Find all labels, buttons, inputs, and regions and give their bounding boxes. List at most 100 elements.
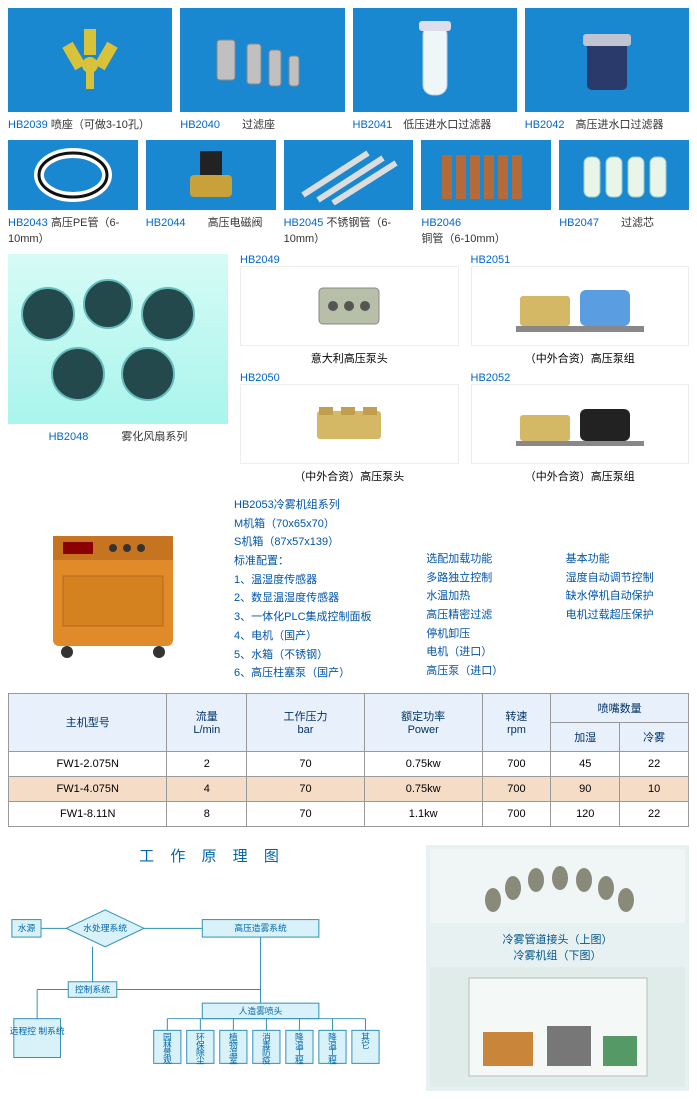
product-image <box>180 8 344 112</box>
hb2053-section: HB2053冷雾机组系列 M机箱（70x65x70） S机箱（87x57x139… <box>8 496 689 683</box>
code: HB2049 <box>240 254 280 266</box>
pump-right-column: HB2051 （中外合资）高压泵组 HB2052 （中外合资）高压泵组 <box>471 254 690 484</box>
name: 高压电磁阀 <box>208 217 263 229</box>
name: 过滤芯 <box>621 217 654 229</box>
opt-item: 停机卸压 <box>426 625 549 644</box>
table-row: FW1-8.11N8701.1kw70012022 <box>9 801 689 826</box>
product-image <box>146 140 276 210</box>
opt-item: 电机（进口） <box>426 643 549 662</box>
std-item: 3、一体化PLC集成控制面板 <box>234 608 410 627</box>
product-hb2040: HB2040 过滤座 <box>180 8 344 132</box>
name: 低压进水口过滤器 <box>403 119 491 131</box>
product-image <box>8 8 172 112</box>
base-item: 湿度自动调节控制 <box>566 569 689 588</box>
svg-text:程: 程 <box>328 1055 337 1065</box>
flow-diagram: 工 作 原 理 图 水源 水处理系统 高压造雾系统 控制系统 远程控 制系统 人… <box>8 845 416 1091</box>
cell-rpm: 700 <box>482 776 551 801</box>
code: HB2051 <box>471 254 511 266</box>
cell-model: FW1-4.075N <box>9 776 167 801</box>
base-label: 基本功能 <box>566 550 689 569</box>
svg-text:控制系统: 控制系统 <box>75 983 110 994</box>
spec-opt: 选配加载功能 多路独立控制 水温加热 高压精密过滤 停机卸压 电机（进口） 高压… <box>426 496 549 683</box>
svg-text:尘: 尘 <box>196 1055 205 1065</box>
cap2: 冷雾机组（下图） <box>514 950 602 962</box>
name: （中外合资）高压泵组 <box>525 353 635 365</box>
name: 雾化风扇系列 <box>121 431 187 443</box>
cell-humid: 90 <box>551 776 620 801</box>
pump-image <box>471 266 690 346</box>
product-hb2044: HB2044 高压电磁阀 <box>146 140 276 246</box>
code: HB2039 <box>8 119 48 131</box>
fans-image <box>8 254 228 424</box>
std-label: 标准配置： <box>234 552 410 571</box>
bottom-section: 工 作 原 理 图 水源 水处理系统 高压造雾系统 控制系统 远程控 制系统 人… <box>8 845 689 1091</box>
cell-humid: 120 <box>551 801 620 826</box>
code: HB2044 <box>146 217 186 229</box>
product-image <box>353 8 517 112</box>
diagram-title: 工 作 原 理 图 <box>8 845 416 866</box>
mbox: M机箱（70x65x70） <box>234 515 410 534</box>
cell-flow: 8 <box>167 801 247 826</box>
opt-item: 高压泵（进口） <box>426 662 549 681</box>
cell-mist: 22 <box>620 801 689 826</box>
pump-image <box>240 266 459 346</box>
code: HB2047 <box>559 217 599 229</box>
name: （中外合资）高压泵头 <box>294 471 404 483</box>
std-item: 4、电机（国产） <box>234 627 410 646</box>
pump-image <box>471 384 690 464</box>
opt-item: 高压精密过滤 <box>426 606 549 625</box>
cell-rpm: 700 <box>482 751 551 776</box>
cell-power: 0.75kw <box>364 751 482 776</box>
product-hb2041: HB2041 低压进水口过滤器 <box>353 8 517 132</box>
cell-pressure: 70 <box>247 751 365 776</box>
cell-pressure: 70 <box>247 776 365 801</box>
product-hb2046: HB2046 铜管（6-10mm） <box>421 140 551 246</box>
cell-power: 1.1kw <box>364 801 482 826</box>
base-item: 电机过载超压保护 <box>566 606 689 625</box>
product-image <box>525 8 689 112</box>
product-hb2043: HB2043 高压PE管（6-10mm） <box>8 140 138 246</box>
spec-std: HB2053冷雾机组系列 M机箱（70x65x70） S机箱（87x57x139… <box>234 496 410 683</box>
product-hb2042: HB2042 高压进水口过滤器 <box>525 8 689 132</box>
name: 过滤座 <box>242 119 275 131</box>
product-hb2045: HB2045 不锈钢管（6-10mm） <box>284 140 414 246</box>
name: 喷座（可做3-10孔） <box>51 119 150 131</box>
code: HB2046 <box>421 217 461 229</box>
code: HB2052 <box>471 372 511 384</box>
table-row: FW1-4.075N4700.75kw7009010 <box>9 776 689 801</box>
code: HB2043 <box>8 217 48 229</box>
photo-panel: 冷雾管道接头（上图）冷雾机组（下图） <box>426 845 689 1091</box>
product-image <box>559 140 689 210</box>
svg-text:水处理系统: 水处理系统 <box>83 922 127 933</box>
product-image <box>284 140 414 210</box>
th-power: 额定功率Power <box>364 693 482 751</box>
diagram-svg: 水源 水处理系统 高压造雾系统 控制系统 远程控 制系统 人造雾喷头 园林景观环… <box>8 874 416 1074</box>
svg-text:疫: 疫 <box>262 1054 271 1065</box>
unit-image <box>430 967 685 1087</box>
spec-table: 主机型号 流量L/min 工作压力bar 额定功率Power 转速rpm 喷嘴数… <box>8 693 689 827</box>
machine-image <box>8 496 218 676</box>
code: HB2048 <box>49 431 89 443</box>
cell-rpm: 700 <box>482 801 551 826</box>
cell-flow: 4 <box>167 776 247 801</box>
opt-item: 水温加热 <box>426 587 549 606</box>
pump-left-column: HB2049 意大利高压泵头 HB2050 （中外合资）高压泵头 <box>240 254 459 484</box>
svg-text:程: 程 <box>295 1055 304 1065</box>
th-pressure: 工作压力bar <box>247 693 365 751</box>
cell-model: FW1-2.075N <box>9 751 167 776</box>
std-item: 5、水箱（不锈钢） <box>234 646 410 665</box>
product-hb2047: HB2047 过滤芯 <box>559 140 689 246</box>
product-image <box>8 140 138 210</box>
connectors-image <box>430 849 685 923</box>
cell-mist: 10 <box>620 776 689 801</box>
name: （中外合资）高压泵组 <box>525 471 635 483</box>
th-flow: 流量L/min <box>167 693 247 751</box>
cell-power: 0.75kw <box>364 776 482 801</box>
svg-text:室: 室 <box>229 1054 238 1065</box>
sbox: S机箱（87x57x139） <box>234 533 410 552</box>
product-row-2: HB2043 高压PE管（6-10mm） HB2044 高压电磁阀 HB2045… <box>8 140 689 246</box>
cell-mist: 22 <box>620 751 689 776</box>
std-item: 1、温湿度传感器 <box>234 571 410 590</box>
svg-text:它: 它 <box>361 1039 370 1050</box>
code: HB2045 <box>284 217 324 229</box>
